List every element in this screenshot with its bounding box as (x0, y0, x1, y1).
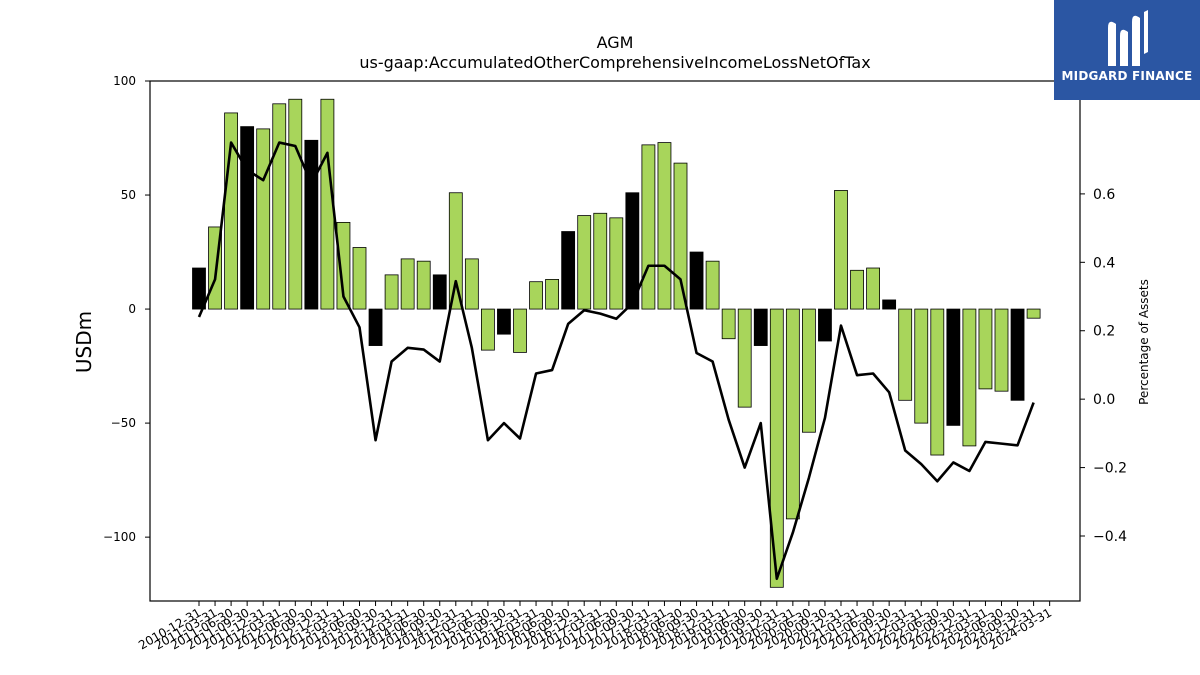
chart-title: AGM (597, 33, 634, 52)
bar-2021-12-31 (898, 308, 913, 401)
bar-2019-06-30 (737, 308, 752, 408)
bar-2013-03-31 (336, 221, 351, 310)
bar-2014-06-30 (416, 260, 431, 310)
bar-2023-03-31 (978, 308, 993, 390)
bar-2022-12-31 (962, 308, 977, 447)
bar-2018-06-30 (673, 162, 688, 310)
bar-2023-06-30 (994, 308, 1009, 392)
bar-2014-09-30 (432, 274, 447, 310)
bar-2019-12-31 (769, 308, 784, 588)
bar-2015-09-30 (497, 308, 511, 335)
bar-2021-03-31 (850, 269, 864, 310)
bar-2014-12-31 (448, 192, 463, 310)
bar-2017-06-30 (609, 217, 624, 310)
bar-2014-03-31 (400, 258, 415, 310)
y-tick-right-label: 0.6 (1093, 187, 1115, 203)
y-tick-left-label: 0 (128, 302, 136, 316)
bar-2022-06-30 (930, 308, 945, 456)
bar-2011-12-31 (256, 128, 271, 310)
bar-2012-03-31 (272, 103, 287, 310)
brand-name: MIDGARD FINANCE (1061, 69, 1193, 83)
bar-2018-09-30 (689, 251, 704, 310)
brand-logo: MIDGARD FINANCE (1054, 0, 1200, 100)
bar-2023-12-31 (1026, 308, 1041, 319)
y-axis-label-right: Percentage of Assets (1137, 279, 1151, 405)
bar-2018-12-31 (705, 260, 720, 310)
bar-2021-09-30 (882, 299, 897, 310)
chart-subtitle: us-gaap:AccumulatedOtherComprehensiveInc… (359, 53, 870, 72)
bar-2013-06-30 (352, 247, 367, 310)
y-tick-right-label: 0.2 (1093, 324, 1115, 340)
bar-2020-12-31 (834, 190, 848, 310)
bar-2017-03-31 (593, 212, 608, 310)
y-tick-left-label: −100 (103, 530, 136, 544)
bar-2017-12-31 (641, 144, 656, 310)
y-tick-right-label: 0.0 (1093, 392, 1115, 408)
y-tick-right-label: 0.4 (1093, 255, 1115, 271)
y-tick-left-label: 100 (113, 74, 136, 88)
bar-2013-12-31 (384, 274, 399, 310)
bar-2015-03-31 (464, 258, 479, 310)
bar-2019-03-31 (721, 308, 736, 340)
percentage-of-assets-line (197, 141, 1035, 581)
bar-2015-06-30 (480, 308, 495, 351)
bar-2022-03-31 (914, 308, 929, 424)
bar-2021-06-30 (866, 267, 880, 310)
bar-2020-06-30 (802, 308, 816, 433)
plot-frame (149, 80, 1081, 602)
bar-2020-09-30 (818, 308, 832, 342)
bar-2016-03-31 (529, 281, 543, 310)
y-axis-label-left: USDm (72, 311, 96, 373)
bar-2016-06-30 (545, 279, 559, 310)
bar-2012-09-30 (304, 139, 319, 310)
bar-2012-06-30 (288, 98, 303, 310)
bar-2013-09-30 (368, 308, 383, 346)
bar-2019-09-30 (753, 308, 768, 346)
bar-2020-03-31 (785, 308, 800, 520)
bar-2010-12-31 (192, 267, 206, 310)
y-tick-right-label: −0.4 (1093, 529, 1127, 545)
bar-2017-09-30 (625, 192, 640, 310)
bar-2015-12-31 (513, 308, 527, 353)
y-tick-left-label: 50 (121, 188, 136, 202)
bar-2018-03-31 (657, 142, 672, 310)
bar-2016-12-31 (577, 215, 592, 310)
midgard-logo-icon (1108, 10, 1148, 66)
y-tick-left-label: −50 (111, 416, 136, 430)
bar-2016-09-30 (561, 231, 576, 310)
y-tick-right-label: −0.2 (1093, 461, 1127, 477)
bar-2022-09-30 (946, 308, 961, 426)
bar-2011-09-30 (240, 126, 255, 310)
bar-2023-09-30 (1010, 308, 1025, 401)
